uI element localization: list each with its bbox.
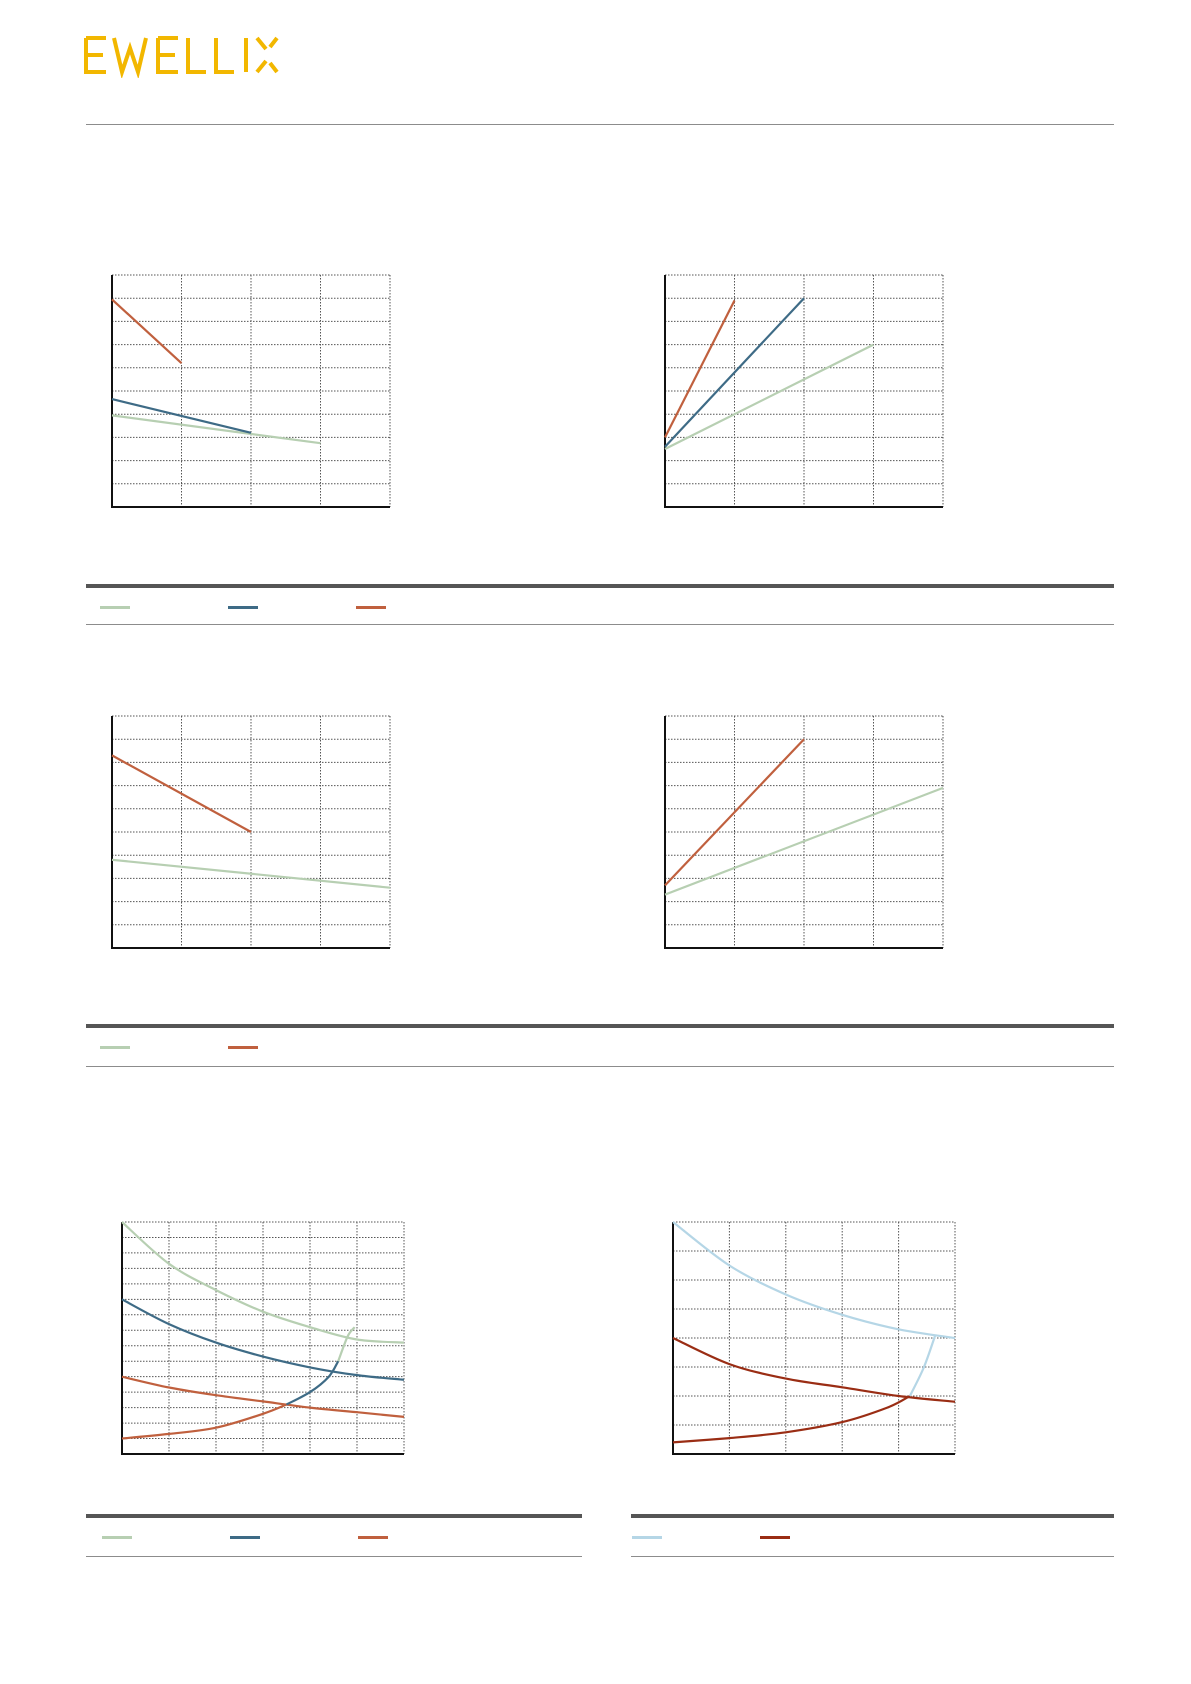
series-line-2: [111, 754, 252, 833]
series-line-2: [664, 738, 805, 887]
series-line-3: [121, 1375, 405, 1418]
series-line-4: [908, 1334, 937, 1397]
chart-svg: [111, 715, 391, 949]
chart-6: [672, 1221, 956, 1455]
legend-swatch: [356, 606, 386, 609]
legend-swatch: [228, 1046, 258, 1049]
legend-2-bottom-rule: [86, 1066, 1114, 1067]
series-line-1: [111, 858, 391, 889]
legend-4-bottom-rule: [631, 1556, 1114, 1557]
legend-1-top-rule: [86, 584, 1114, 588]
series-line-2: [111, 398, 252, 434]
chart-3: [111, 715, 391, 949]
chart-4: [664, 715, 944, 949]
series-line-3: [664, 300, 736, 438]
legend-swatch: [100, 606, 130, 609]
legend-swatch: [632, 1536, 662, 1539]
series-line-2: [121, 1298, 405, 1381]
series-line-3: [672, 1395, 911, 1444]
series-line-1: [664, 786, 944, 896]
series-line-2: [664, 297, 805, 448]
chart-5: [121, 1221, 405, 1455]
legend-4-top-rule: [631, 1514, 1114, 1518]
legend-3: [102, 1518, 572, 1558]
series-line-5: [285, 1360, 340, 1406]
legend-1-bottom-rule: [86, 624, 1114, 625]
legend-3-bottom-rule: [86, 1556, 582, 1557]
legend-4: [632, 1518, 1102, 1558]
chart-svg: [121, 1221, 405, 1455]
series-line-4: [121, 1403, 287, 1440]
series-line-1: [111, 414, 321, 445]
legend-1: [100, 588, 1100, 628]
axes: [664, 275, 943, 508]
chart-svg: [664, 274, 944, 508]
series-line-1: [121, 1221, 405, 1344]
legend-swatch: [228, 606, 258, 609]
legend-swatch: [102, 1536, 132, 1539]
chart-svg: [664, 715, 944, 949]
legend-swatch: [760, 1536, 790, 1539]
chart-svg: [111, 274, 391, 508]
series-line-2: [672, 1336, 956, 1403]
legend-swatch: [230, 1536, 260, 1539]
axes: [121, 1222, 404, 1455]
chart-2: [664, 274, 944, 508]
axes: [111, 275, 390, 508]
axes: [672, 1222, 955, 1455]
legend-swatch: [358, 1536, 388, 1539]
axes: [111, 716, 390, 949]
series-line-6: [337, 1326, 356, 1362]
chart-1: [111, 274, 391, 508]
legend-2-top-rule: [86, 1024, 1114, 1028]
series-line-1: [664, 343, 874, 450]
chart-svg: [672, 1221, 956, 1455]
series-line-3: [111, 298, 183, 365]
series-line-1: [672, 1221, 956, 1340]
axes: [664, 716, 943, 949]
legend-2: [100, 1028, 1100, 1068]
ewellix-logo: [84, 36, 279, 78]
legend-swatch: [100, 1046, 130, 1049]
header-divider: [86, 124, 1114, 125]
legend-3-top-rule: [86, 1514, 582, 1518]
